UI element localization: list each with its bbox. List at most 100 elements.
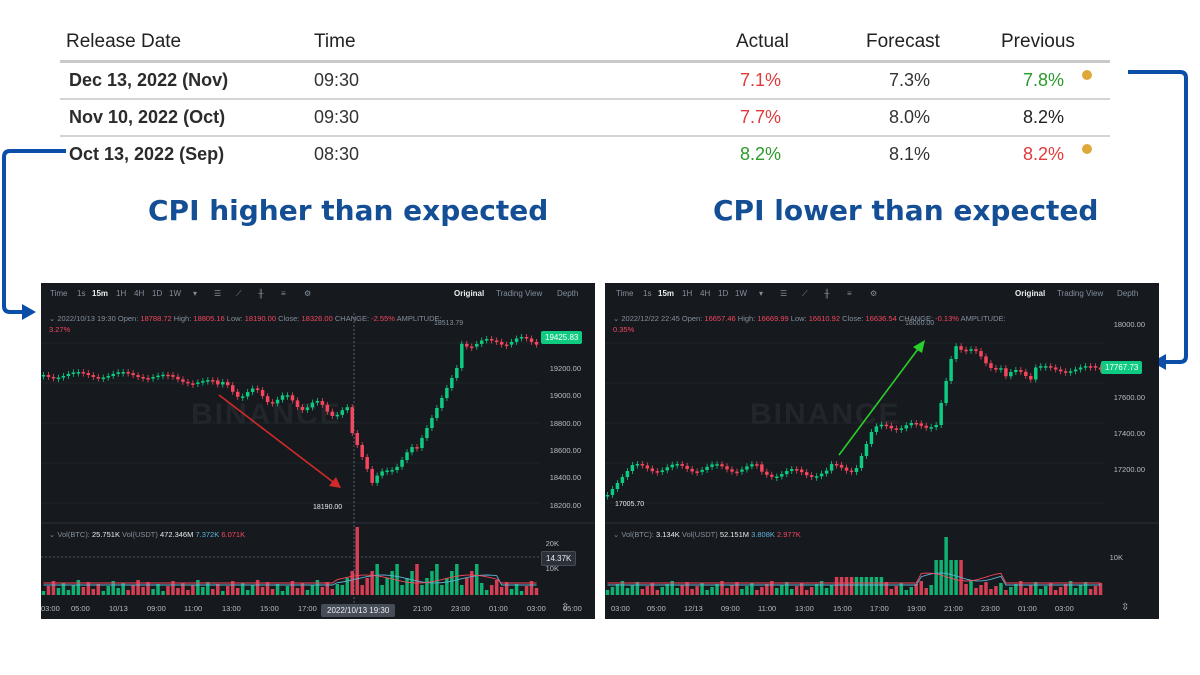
candle-body (529, 338, 534, 342)
volume-bar (665, 584, 669, 595)
scale-icon[interactable]: ⇳ (1121, 602, 1130, 613)
candle-body (670, 464, 674, 468)
draw-icon[interactable]: ⟋ (236, 289, 242, 298)
price-tag: 17767.73 (1101, 361, 1143, 374)
candle-body (690, 468, 694, 472)
tb-1d[interactable]: 1D (152, 289, 163, 298)
volume-bar (290, 581, 295, 595)
candle-body (310, 402, 315, 408)
volume-bar (989, 589, 993, 595)
candle-body (1078, 367, 1083, 370)
chart-oct[interactable]: Time 1s 15m 1H 4H 1D 1W ▾ ☰ ⟋ ╫ ≡ ⚙ Orig… (41, 283, 595, 619)
volume-bar (460, 585, 464, 595)
chart-toolbar: Time 1s 15m 1H 4H 1D 1W ▾ ☰ ⟋ ╫ ≡ ⚙ Orig… (605, 283, 1159, 305)
candle-body (460, 343, 464, 368)
settings-icon[interactable]: ⚙ (304, 289, 312, 298)
x-tick: 17:00 (298, 604, 317, 613)
candle-body (161, 374, 165, 377)
volume-bar (874, 577, 879, 595)
indicator-icon[interactable]: ☰ (214, 289, 222, 298)
candle-body (440, 398, 444, 408)
candle-body (949, 359, 953, 381)
candle-type-icon[interactable]: ╫ (258, 289, 264, 298)
tb-15m[interactable]: 15m (92, 289, 109, 298)
candle-body (775, 476, 779, 479)
volume-ma-line (607, 572, 1101, 584)
volume-bar (226, 586, 230, 595)
volume-bar (1004, 590, 1008, 595)
chart-dec[interactable]: Time 1s 15m 1H 4H 1D 1W ▾ ☰ ⟋ ╫ ≡ ⚙ Orig… (605, 283, 1159, 619)
candle-body (839, 464, 844, 468)
chevron-down-icon[interactable]: ⌄ (49, 314, 56, 323)
volume-bar (705, 590, 709, 595)
layout-icon[interactable]: ≡ (847, 289, 852, 298)
tb-1s[interactable]: 1s (77, 289, 86, 298)
dropdown-icon[interactable]: ▾ (193, 289, 198, 298)
volume-bar (1048, 583, 1053, 595)
candle-body (435, 408, 439, 418)
candle-body (405, 452, 409, 461)
candle-body (969, 349, 973, 351)
release-date-cell: Oct 13, 2022 (Sep) (69, 144, 225, 164)
tb-4h[interactable]: 4H (700, 289, 711, 298)
volume-bar (710, 587, 714, 595)
tb-1s[interactable]: 1s (643, 289, 652, 298)
draw-icon[interactable]: ⟋ (802, 289, 808, 298)
candle-body (785, 470, 789, 475)
volume-bar (839, 577, 844, 595)
tb-tradingview[interactable]: Trading View (1057, 289, 1104, 298)
volume-bar (919, 581, 923, 595)
candle-body (484, 339, 489, 341)
scale-icon[interactable]: ⇳ (561, 602, 570, 613)
candles-layer (605, 340, 1159, 595)
tb-original[interactable]: Original (1015, 289, 1046, 298)
tb-4h[interactable]: 4H (134, 289, 145, 298)
tb-time[interactable]: Time (616, 289, 634, 298)
tb-1w[interactable]: 1W (735, 289, 747, 298)
volume-bar (670, 581, 674, 595)
volume-bar (275, 584, 280, 595)
volume-bar (499, 587, 504, 595)
candle-body (844, 467, 849, 471)
candle-body (685, 465, 689, 469)
volume-bar (166, 586, 170, 595)
volume-bar (775, 588, 779, 595)
volume-bar (809, 587, 814, 595)
volume-bar (489, 585, 494, 595)
settings-icon[interactable]: ⚙ (870, 289, 878, 298)
tb-15m[interactable]: 15m (658, 289, 675, 298)
candle-body (954, 346, 958, 359)
tb-1d[interactable]: 1D (718, 289, 729, 298)
chevron-down-icon[interactable]: ⌄ (613, 314, 620, 323)
candle-body (630, 465, 635, 471)
candle-body (735, 471, 739, 474)
candle-body (141, 377, 145, 379)
tb-1h[interactable]: 1H (116, 289, 127, 298)
tb-depth[interactable]: Depth (1117, 289, 1139, 298)
tb-original[interactable]: Original (454, 289, 485, 298)
dropdown-icon[interactable]: ▾ (759, 289, 764, 298)
indicator-icon[interactable]: ☰ (780, 289, 788, 298)
candle-body (455, 368, 459, 378)
candle-type-icon[interactable]: ╫ (824, 289, 830, 298)
tb-1w[interactable]: 1W (169, 289, 181, 298)
tb-tradingview[interactable]: Trading View (496, 289, 543, 298)
candle-body (181, 379, 185, 382)
arrowhead-icon (329, 477, 341, 488)
x-tick: 15:00 (833, 604, 852, 613)
volume-ma-line (43, 574, 537, 586)
x-tick: 13:00 (795, 604, 814, 613)
header-time: Time (314, 31, 356, 52)
tb-1h[interactable]: 1H (682, 289, 693, 298)
volume-bar (400, 585, 404, 595)
volume-bar (66, 590, 71, 595)
candle-body (56, 377, 61, 380)
x-tick: 03:00 (527, 604, 546, 613)
volume-bar (415, 564, 419, 595)
candle-body (1043, 366, 1048, 368)
volume-bar (904, 590, 909, 595)
candle-body (475, 343, 479, 347)
layout-icon[interactable]: ≡ (281, 289, 286, 298)
tb-depth[interactable]: Depth (557, 289, 579, 298)
tb-time[interactable]: Time (50, 289, 68, 298)
